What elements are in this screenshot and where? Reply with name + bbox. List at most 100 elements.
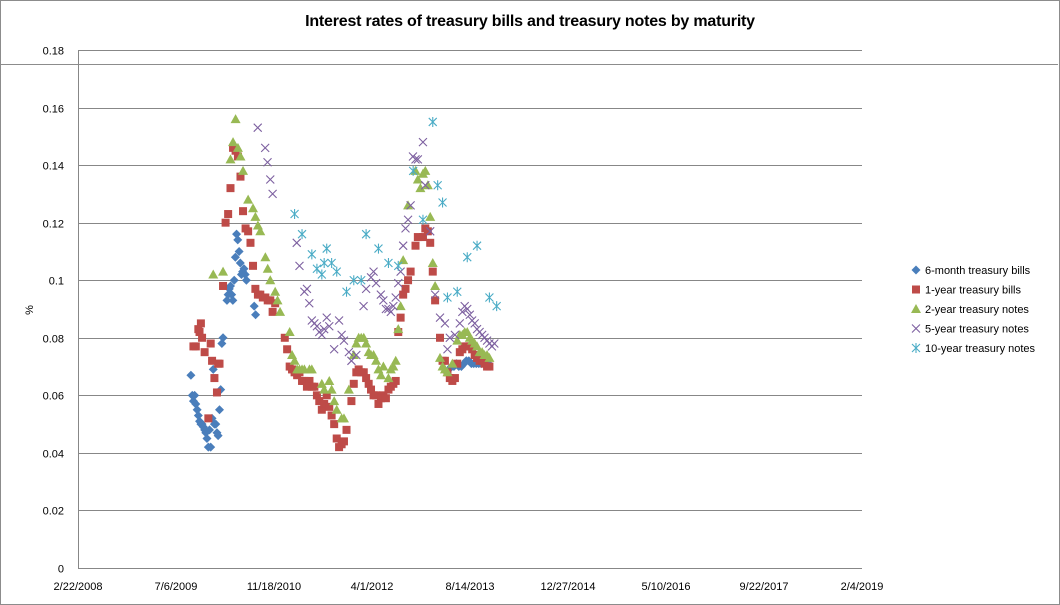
series-10-year-treasury-notes [290,116,502,312]
data-point [222,295,232,305]
data-point [190,390,200,400]
legend-item: 6-month treasury bills [911,265,1031,277]
data-point [225,281,235,291]
data-point [347,397,356,406]
data-point [324,375,335,385]
data-point [246,238,255,247]
x-tick-label: 11/18/2010 [247,581,301,593]
data-point [206,442,216,452]
data-point [306,364,317,374]
x-tick-label: 9/22/2017 [740,581,789,593]
y-tick-label: 0.1 [49,276,64,288]
data-point [215,359,224,368]
data-point [406,267,415,276]
data-point [312,321,322,331]
data-point [413,233,422,242]
data-point [225,154,236,164]
data-point [200,348,209,357]
data-point [329,396,340,406]
data-point [326,384,337,394]
y-tick-label: 0.12 [43,219,64,231]
data-point [330,420,339,429]
y-tick-label: 0 [58,564,64,576]
data-point [447,358,458,368]
y-tick-label: 0.18 [43,46,64,58]
series-5-year-treasury-notes [253,123,499,366]
y-tick-label: 0.08 [43,334,64,346]
data-point [324,321,334,331]
legend: 6-month treasury bills 1-year treasury bi… [911,265,1036,355]
data-point [265,275,276,285]
data-point [192,405,202,415]
data-point [376,370,387,380]
data-point [252,220,263,230]
data-point [492,301,502,312]
data-point [280,333,289,342]
data-point [428,116,438,127]
data-point [342,286,351,297]
data-point [401,284,410,293]
data-point [322,243,332,254]
data-point [337,330,347,340]
data-point [270,286,281,296]
data-point [356,275,366,286]
data-point [193,410,203,420]
data-point [391,376,400,385]
data-point [361,338,372,348]
data-point [249,261,258,270]
data-point [339,336,349,346]
data-point [359,368,368,377]
data-point [381,304,391,314]
data-point [348,350,359,360]
data-point [260,252,271,262]
data-point [305,376,314,385]
data-point [228,137,239,147]
data-point [418,233,427,242]
data-point [361,284,371,294]
data-point [376,290,386,299]
data-point [428,267,437,276]
legend-item: 1-year treasury bills [912,285,1021,297]
axes [78,50,862,569]
data-point [423,227,432,236]
data-point [221,218,230,227]
data-point [371,355,382,365]
data-point [290,209,299,220]
data-point [268,189,278,199]
legend-label: 1-year treasury bills [925,285,1021,297]
data-point [315,397,324,406]
x-tick-label: 7/6/2009 [155,581,198,593]
data-point [289,355,300,365]
data-point [418,137,428,147]
data-point [361,229,371,240]
data-point [445,333,455,343]
data-point [215,405,225,415]
data-point [198,333,207,342]
data-point [317,405,326,414]
data-point [440,356,449,365]
data-point [420,180,430,190]
x-tick-label: 12/27/2014 [540,581,595,593]
data-point [406,201,416,210]
data-point [411,241,420,250]
triangle-icon [911,304,921,313]
data-point [210,374,219,383]
legend-item: 10-year treasury notes [911,343,1036,355]
data-point [224,210,233,219]
data-point [218,333,228,343]
square-icon [912,285,920,294]
data-point [411,154,420,164]
data-point [322,391,331,400]
data-point [440,319,450,328]
data-point [212,388,221,397]
data-point [312,391,321,400]
data-point [243,194,254,204]
data-point [364,379,373,388]
x-tick-label: 8/14/2013 [446,581,495,593]
data-point [470,319,480,328]
data-point [251,284,260,293]
data-point [453,359,462,368]
data-point [450,374,459,383]
data-point [443,344,452,354]
data-point [472,240,482,251]
